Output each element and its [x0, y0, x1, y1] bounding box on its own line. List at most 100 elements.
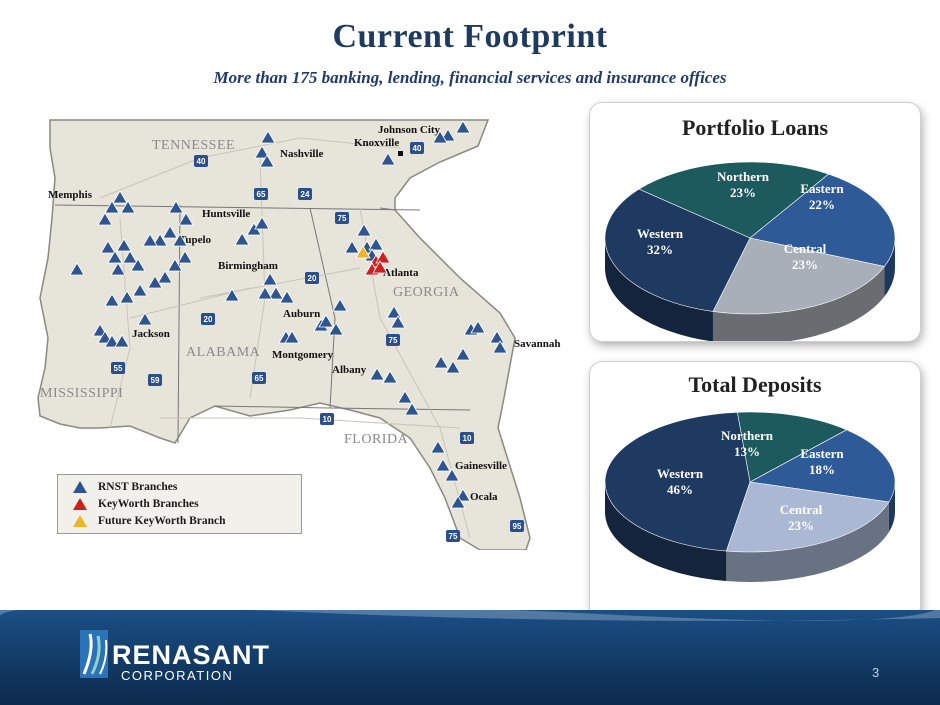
pie-slice-central [712, 237, 885, 315]
state-label: GEORGIA [393, 285, 460, 300]
rnst-branch-marker [318, 314, 334, 328]
svg-text:24: 24 [301, 190, 310, 199]
keyworth-branch-marker [372, 260, 388, 274]
pie-category-label: Eastern [800, 181, 844, 196]
rnst-branch-marker [382, 370, 398, 384]
pie-value-label: 13% [734, 444, 760, 459]
pie-slice-side [888, 482, 895, 532]
pie-value-label: 23% [730, 185, 756, 200]
interstate-shield-icon: 20 [305, 272, 319, 284]
rnst-branch-marker [104, 200, 120, 214]
svg-text:10: 10 [463, 434, 472, 443]
pie-category-label: Central [780, 502, 823, 517]
rnst-branch-marker [107, 250, 123, 264]
rnst-branch-marker [268, 286, 284, 300]
rnst-branch-marker [445, 360, 461, 374]
svg-text:75: 75 [449, 532, 458, 541]
rnst-branch-marker [116, 238, 132, 252]
rnst-branch-marker [262, 272, 278, 286]
rnst-branch-marker [254, 216, 270, 230]
pie-slice-eastern [749, 429, 896, 503]
future-keyworth-triangle-icon [73, 515, 87, 527]
pie-value-label: 46% [667, 482, 693, 497]
pie-category-label: Northern [717, 169, 770, 184]
rnst-branch-marker [69, 262, 85, 276]
footer-band [0, 604, 940, 705]
rnst-branch-marker [455, 347, 471, 361]
rnst-branch-marker [284, 330, 300, 344]
rnst-branch-marker [430, 440, 446, 454]
svg-text:59: 59 [151, 376, 160, 385]
pie-slice-central [725, 481, 890, 553]
rnst-branch-marker [97, 212, 113, 226]
rnst-branch-marker [386, 305, 402, 319]
rnst-branch-marker [110, 262, 126, 276]
svg-text:20: 20 [204, 315, 213, 324]
branch-markers [69, 120, 508, 509]
rnst-branch-marker [397, 390, 413, 404]
state-labels: TENNESSEE ALABAMA GEORGIA MISSISSIPPI FL… [40, 138, 460, 447]
city-label: Nashville [280, 148, 324, 160]
rnst-branch-marker [234, 232, 250, 246]
rnst-triangle-icon [73, 481, 87, 493]
city-label: Jackson [132, 328, 170, 340]
interstate-shield-icon: 59 [148, 374, 162, 386]
chart-title: Total Deposits [688, 372, 822, 397]
state-label: MISSISSIPPI [40, 386, 123, 401]
pie-slice-northern [737, 411, 848, 483]
rnst-branch-marker [104, 293, 120, 307]
svg-text:40: 40 [413, 144, 422, 153]
rnst-branch-marker [162, 225, 178, 239]
rnst-branch-marker [114, 334, 130, 348]
pie-category-label: Western [637, 226, 684, 241]
svg-text:75: 75 [338, 214, 347, 223]
rnst-branch-marker [404, 402, 420, 416]
city-label: Savannah [514, 338, 560, 350]
page-title: Current Footprint [332, 18, 608, 55]
rnst-branch-marker [332, 298, 348, 312]
rnst-branch-marker [100, 240, 116, 254]
city-label: Tupelo [179, 234, 212, 246]
pie-slice-side [712, 266, 885, 341]
pie-value-label: 23% [792, 257, 818, 272]
pie-value-label: 18% [809, 462, 835, 477]
interstate-shield-icon: 40 [194, 155, 208, 167]
rnst-branch-marker [178, 212, 194, 226]
interstate-shield-icon: 75 [335, 212, 349, 224]
pie-value-label: 23% [788, 518, 814, 533]
rnst-branch-marker [450, 495, 466, 509]
city-label: Memphis [48, 189, 93, 201]
city-label: Ocala [470, 491, 498, 503]
rnst-branch-marker [167, 258, 183, 272]
portfolio-loans-panel: Portfolio Loans Northern 23% Eastern 22% Cen… [590, 103, 920, 341]
rnst-branch-marker [157, 270, 173, 284]
page-subtitle: More than 175 banking, lending, financia… [213, 68, 727, 87]
page-number: 3 [872, 665, 880, 680]
rnst-branch-marker [104, 334, 120, 348]
rnst-branch-marker [120, 200, 136, 214]
rnst-branch-marker [328, 322, 344, 336]
rnst-branch-marker [142, 233, 158, 247]
city-label: Birmingham [218, 260, 278, 272]
svg-text:40: 40 [197, 157, 206, 166]
interstate-shield-icon: 65 [254, 188, 268, 200]
interstate-shield-icon: 20 [201, 313, 215, 325]
rnst-branch-marker [435, 458, 451, 472]
keyworth-triangle-icon [73, 498, 87, 510]
rnst-branch-marker [257, 286, 273, 300]
rnst-branch-marker [390, 315, 406, 329]
city-label: Huntsville [202, 208, 250, 220]
pie-slice-side [605, 482, 727, 582]
rnst-branch-marker [433, 355, 449, 369]
city-label: Montgomery [272, 349, 334, 361]
rnst-branch-marker [224, 288, 240, 302]
rnst-branch-marker [172, 233, 188, 247]
rnst-branch-marker [380, 152, 396, 166]
city-label: Albany [332, 364, 367, 376]
future-keyworth-branch-marker [355, 245, 371, 259]
svg-text:55: 55 [114, 364, 123, 373]
svg-text:65: 65 [255, 374, 264, 383]
state-label: TENNESSEE [152, 138, 235, 153]
rnst-branch-marker [368, 237, 384, 251]
